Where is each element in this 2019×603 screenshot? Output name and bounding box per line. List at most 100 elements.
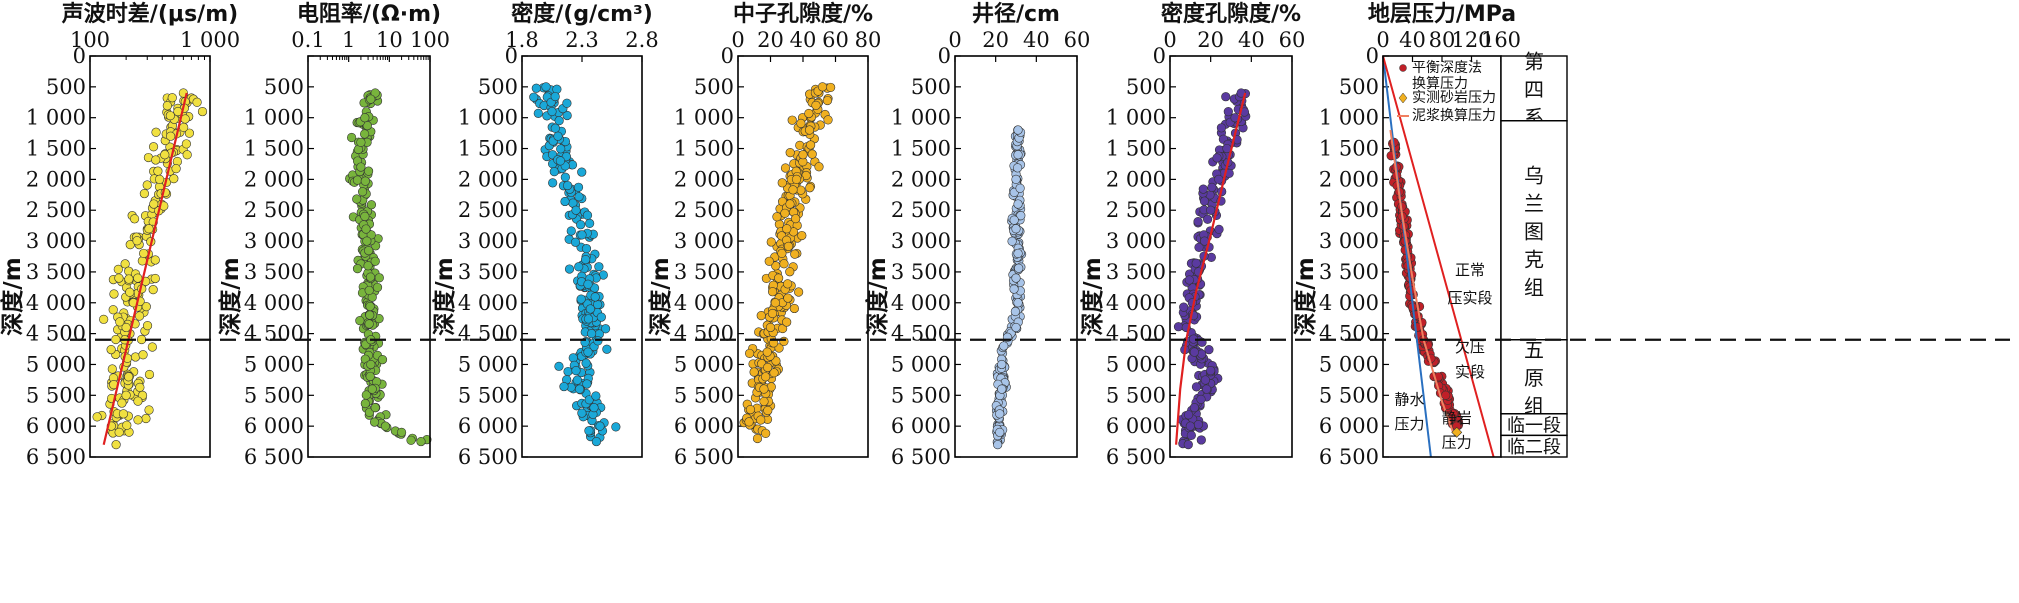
data-point [366,359,376,370]
data-point [1183,440,1193,450]
data-point [167,93,177,103]
x-tick-label: 10 [376,28,403,52]
data-point [135,382,145,392]
y-tick-label: 5 000 [244,352,304,376]
y-tick-label: 0 [73,44,86,68]
y-tick-label: 3 000 [26,229,86,253]
data-point [352,175,363,185]
data-point [780,163,791,173]
y-axis-label: 深度/m [1292,257,1319,335]
data-point [360,398,370,409]
y-tick-label: 4 000 [458,291,518,315]
data-point [162,101,172,111]
annotation: 压力 [1395,415,1425,433]
stratum-cell [1500,434,1568,458]
data-point [1183,410,1194,420]
data-point [1012,163,1023,173]
data-point [151,155,161,165]
data-point [192,97,202,107]
data-point [363,261,373,271]
data-point [1184,275,1194,285]
data-point [1236,88,1246,98]
data-point [577,408,587,418]
y-tick-label: 4 000 [244,291,304,315]
data-point [533,108,543,118]
data-point [767,308,778,319]
y-tick-label: 2 000 [26,167,86,191]
data-point [1221,92,1231,102]
data-point [125,287,135,297]
data-point [560,196,570,207]
data-point [785,148,795,158]
data-point [118,409,129,419]
y-tick-label: 5 500 [1106,383,1166,407]
y-tick-label: 1 500 [1319,137,1379,161]
data-point [791,214,801,224]
data-point [571,205,581,215]
data-point [574,262,584,272]
data-point [364,319,374,329]
y-tick-label: 3 500 [1106,260,1166,284]
data-point [541,82,551,92]
data-point [1196,435,1206,445]
data-point [763,362,773,373]
data-point [817,82,828,92]
x-tick-label: 1 000 [180,28,240,52]
data-point [997,384,1007,394]
data-point [585,304,596,314]
data-point [582,379,592,389]
y-tick-label: 2 500 [1319,198,1379,222]
data-point [1206,205,1216,215]
data-point [590,292,600,302]
y-tick-label: 500 [1339,75,1379,99]
data-point [153,166,163,176]
data-point [396,427,407,437]
x-tick-label: 20 [757,28,784,52]
data-point [762,347,772,357]
data-point [562,110,572,121]
data-point [179,122,189,133]
data-point [1214,224,1224,234]
data-point [133,273,143,283]
data-point [761,428,771,439]
y-tick-label: 0 [1153,44,1166,68]
data-point [589,403,599,413]
data-point [370,256,380,266]
data-point [554,361,564,371]
data-point [759,384,769,394]
data-point [823,115,833,125]
x-tick-label: 40 [790,28,817,52]
data-point [366,94,376,104]
y-tick-label: 5 500 [26,383,86,407]
data-point [564,264,575,274]
data-point [577,167,587,177]
data-point [130,352,141,362]
y-tick-label: 6 500 [891,445,951,469]
y-tick-label: 500 [264,75,304,99]
data-point [611,422,621,432]
data-point [169,174,179,184]
data-point [363,166,374,176]
data-point [1193,217,1203,227]
x-tick-label: 1.8 [505,28,538,52]
y-axis-label: 深度/m [647,257,674,335]
y-tick-label: 4 500 [458,322,518,346]
data-point [791,174,802,184]
data-point [804,108,814,119]
data-point [600,324,611,334]
x-tick-label: 160 [1481,28,1521,52]
y-tick-label: 6 500 [1319,445,1379,469]
plot-frame [521,55,643,458]
annotation: 压实段 [1448,289,1493,307]
data-point [1010,306,1020,317]
y-tick-label: 3 000 [891,229,951,253]
y-tick-label: 4 000 [891,291,951,315]
data-point [571,366,581,376]
data-point [1013,150,1023,160]
data-point [148,142,159,152]
y-tick-label: 3 000 [1106,229,1166,253]
y-tick-label: 4 500 [1319,322,1379,346]
x-tick-label: 0 [948,28,961,52]
